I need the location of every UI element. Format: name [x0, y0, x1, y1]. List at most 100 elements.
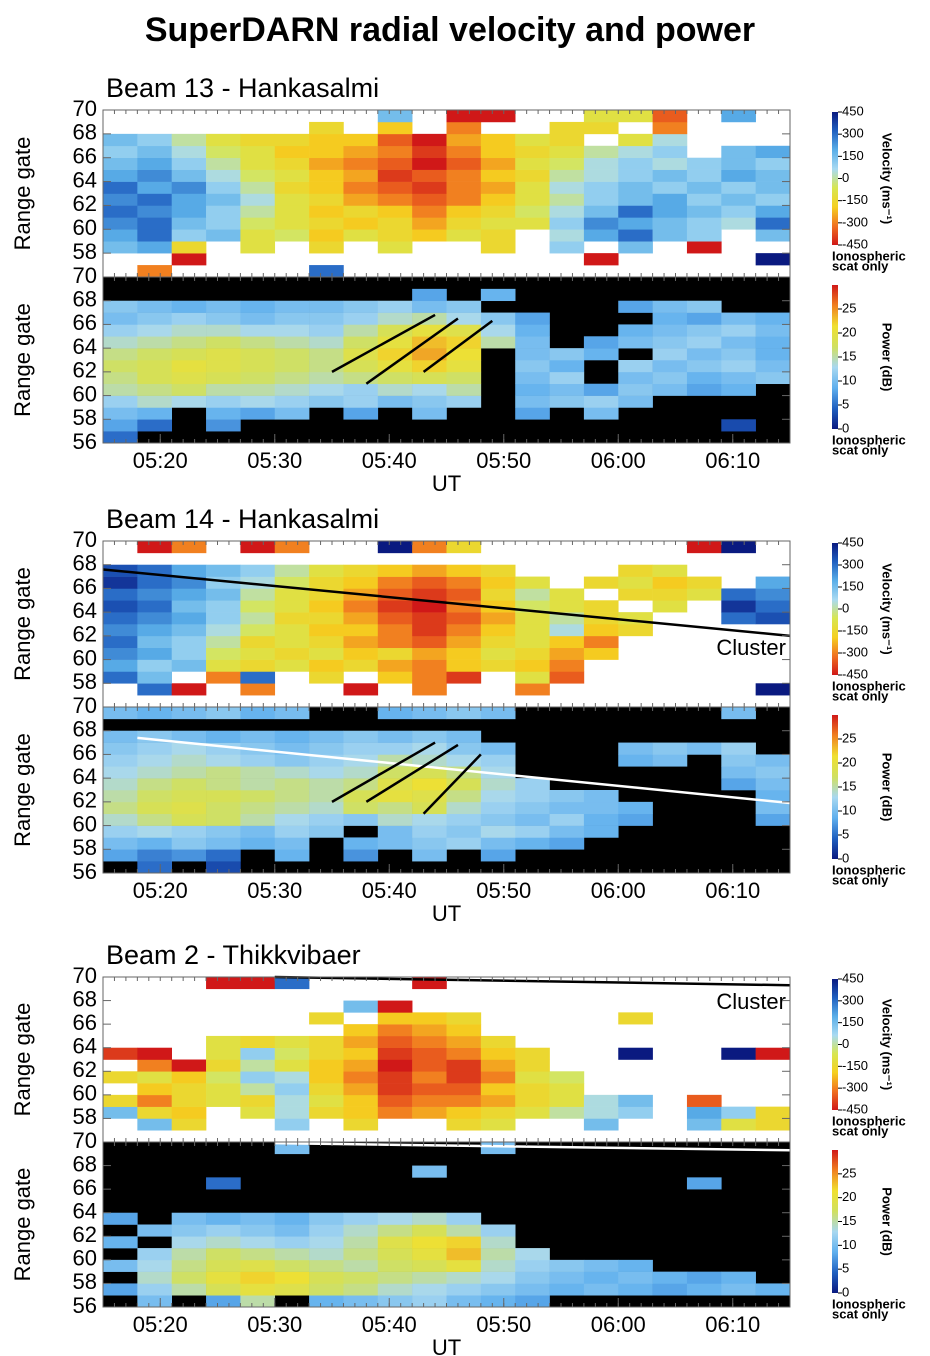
cell: [549, 371, 585, 385]
cell: [171, 683, 207, 696]
cell: [137, 169, 172, 182]
cell: [343, 312, 379, 325]
cell: [446, 1295, 482, 1308]
cell: [480, 837, 516, 850]
cell: [343, 849, 379, 862]
cell: [137, 360, 172, 373]
cell: [137, 683, 172, 696]
cell: [446, 612, 482, 625]
cell: [446, 383, 482, 396]
cell: [721, 754, 756, 767]
cell: [103, 612, 138, 625]
cell: [103, 600, 138, 613]
cell: [274, 145, 310, 159]
cell: [480, 157, 516, 170]
cell: [240, 229, 276, 242]
cell: [206, 371, 241, 385]
cell: [206, 229, 241, 242]
cell: [446, 1212, 482, 1225]
cell: [446, 624, 482, 637]
cell: [137, 1224, 172, 1237]
cell: [721, 312, 756, 325]
cell: [412, 1295, 447, 1308]
cell: [103, 1047, 138, 1060]
cell: [240, 205, 276, 218]
cell: [652, 588, 688, 601]
y-tick-label: 60: [73, 645, 97, 670]
cell: [721, 348, 756, 361]
cell: [446, 576, 482, 589]
cell: [274, 1106, 310, 1119]
x-tick-label: 06:00: [591, 1312, 646, 1337]
cell: [412, 825, 447, 838]
cell: [412, 635, 447, 649]
cell: [377, 635, 413, 649]
cell: [412, 659, 447, 672]
colorbar-tick-label: 25: [842, 300, 856, 315]
cell: [274, 1083, 310, 1096]
cell: [274, 1118, 310, 1131]
y-tick-label: 66: [73, 310, 97, 335]
cell: [206, 1177, 241, 1190]
cell: [206, 790, 241, 803]
cell: [171, 181, 207, 194]
cell: [103, 181, 138, 194]
cell: [309, 766, 344, 779]
y-tick-label: 64: [73, 598, 97, 623]
cell: [137, 707, 172, 720]
cell: [274, 383, 310, 396]
cell: [240, 588, 276, 601]
cell: [515, 157, 550, 170]
cell: [103, 431, 138, 444]
cell: [171, 1059, 207, 1072]
cell: [206, 1271, 241, 1284]
cell: [309, 1012, 344, 1025]
cell: [137, 407, 172, 420]
cell: [480, 778, 516, 791]
colorbar-tick-label: 5: [842, 826, 849, 841]
y-tick-label: 64: [73, 764, 97, 789]
cell: [343, 1118, 379, 1131]
cell: [103, 635, 138, 649]
cell: [171, 564, 207, 577]
cell: [480, 1142, 516, 1155]
cell: [206, 1283, 241, 1296]
cell: [103, 813, 138, 826]
cell: [686, 157, 722, 170]
cell: [137, 861, 172, 874]
cell: [480, 1059, 516, 1072]
cell: [377, 1106, 413, 1119]
cell: [377, 564, 413, 577]
cell: [377, 671, 413, 684]
cell: [412, 624, 447, 637]
cell: [171, 253, 207, 266]
cell: [549, 1271, 585, 1284]
cell: [137, 193, 172, 206]
cell: [583, 181, 619, 194]
cell: [652, 383, 688, 396]
cell: [686, 193, 722, 206]
colorbar-tick-label: 150: [842, 1014, 864, 1029]
cell: [446, 1083, 482, 1096]
cell: [446, 790, 482, 803]
colorbar-label: Velocity (ms⁻¹): [880, 133, 895, 224]
cell: [755, 324, 791, 337]
cell: [171, 383, 207, 396]
cell: [755, 193, 791, 206]
y-tick-label: 68: [73, 120, 97, 145]
cell: [206, 707, 241, 720]
cell: [103, 825, 138, 838]
cell: [755, 360, 791, 373]
cell: [583, 1106, 619, 1119]
cell: [480, 110, 516, 123]
y-tick-label: 64: [73, 1199, 97, 1224]
colorbar-note: scat only: [832, 872, 889, 887]
cell: [480, 825, 516, 838]
cell: [377, 730, 413, 743]
cell: [137, 336, 172, 349]
y-tick-label: 64: [73, 334, 97, 359]
cell: [171, 157, 207, 170]
cell: [412, 730, 447, 743]
cell: [755, 778, 791, 791]
colorbar-tick-label: 450: [842, 970, 864, 985]
